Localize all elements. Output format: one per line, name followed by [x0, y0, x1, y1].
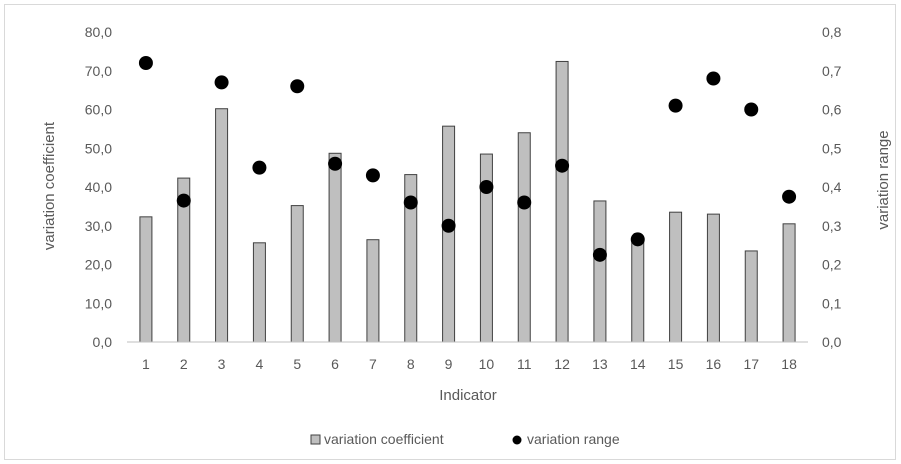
x-tick-label: 10	[479, 356, 495, 372]
legend-label-variation-range: variation range	[527, 431, 620, 447]
x-tick-label: 17	[743, 356, 759, 372]
bar-13	[593, 200, 607, 343]
y2-tick-label: 0,2	[822, 257, 842, 273]
point-13	[592, 247, 607, 262]
left-axis-tick-labels: 0,0 10,0 20,0 30,0 40,0 50,0 60,0 70,0 80,0	[85, 24, 112, 350]
y-tick-label: 60,0	[85, 102, 112, 118]
point-9	[441, 218, 456, 233]
legend-swatch-variation-coefficient	[310, 434, 321, 445]
y-tick-label: 40,0	[85, 179, 112, 195]
point-2	[176, 193, 191, 208]
point-17	[744, 102, 759, 117]
bar-17	[744, 250, 758, 343]
y2-tick-label: 0,7	[822, 63, 842, 79]
x-tick-label: 18	[781, 356, 797, 372]
point-12	[555, 158, 570, 173]
bar-6	[328, 152, 342, 343]
legend: variation coefficient variation range	[310, 431, 620, 447]
bar-4	[252, 242, 266, 343]
bar-12	[555, 60, 569, 343]
x-tick-label: 5	[293, 356, 301, 372]
y-tick-label: 20,0	[85, 257, 112, 273]
y2-tick-label: 0,4	[822, 179, 842, 195]
point-5	[290, 79, 305, 94]
y-tick-label: 50,0	[85, 140, 112, 156]
x-tick-label: 4	[256, 356, 264, 372]
point-3	[214, 75, 229, 90]
y2-tick-label: 0,1	[822, 295, 842, 311]
x-tick-label: 15	[668, 356, 684, 372]
legend-swatch-variation-range	[512, 435, 522, 445]
point-4	[252, 160, 267, 175]
y-tick-label: 30,0	[85, 218, 112, 234]
x-tick-label: 6	[331, 356, 339, 372]
x-tick-label: 11	[517, 356, 532, 372]
bar-7	[366, 239, 380, 343]
y-axis-title: variation coefficient	[41, 121, 58, 250]
x-axis-tick-labels: 1 2 3 4 5 6 7 8 9 10 11 12 13 14 15 16 17 18	[142, 356, 797, 372]
y-tick-label: 10,0	[85, 295, 112, 311]
point-8	[403, 195, 418, 210]
x-tick-label: 3	[218, 356, 226, 372]
point-10	[479, 180, 494, 194]
x-tick-label: 9	[445, 356, 453, 372]
bar-15	[669, 211, 683, 343]
x-tick-label: 12	[554, 356, 570, 372]
scatter-series	[138, 56, 797, 262]
x-tick-label: 13	[592, 356, 608, 372]
chart-frame	[4, 4, 896, 460]
y2-tick-label: 0,0	[822, 334, 842, 350]
bar-9	[442, 125, 456, 343]
point-18	[782, 189, 797, 204]
bar-11	[517, 132, 531, 343]
x-tick-label: 2	[180, 356, 188, 372]
bar-3	[215, 108, 229, 343]
y2-tick-label: 0,6	[822, 102, 842, 118]
y2-tick-label: 0,8	[822, 24, 842, 40]
bar-18	[782, 223, 796, 343]
x-axis-title: Indicator	[439, 387, 497, 404]
y2-tick-label: 0,3	[822, 218, 842, 234]
bar-5	[290, 205, 304, 343]
y2-axis-title: variation range	[875, 130, 892, 229]
point-16	[706, 71, 721, 86]
bar-16	[706, 213, 720, 343]
point-11	[517, 195, 532, 210]
x-tick-label: 8	[407, 356, 415, 372]
x-tick-label: 14	[630, 356, 646, 372]
legend-label-variation-coefficient: variation coefficient	[324, 431, 444, 447]
y2-tick-label: 0,5	[822, 140, 842, 156]
y-tick-label: 0,0	[93, 334, 113, 350]
bar-1	[139, 216, 153, 343]
point-6	[328, 156, 343, 171]
x-tick-label: 16	[706, 356, 722, 372]
point-7	[365, 168, 380, 183]
right-axis-tick-labels: 0,0 0,1 0,2 0,3 0,4 0,5 0,6 0,7 0,8	[822, 24, 842, 350]
x-tick-label: 1	[142, 356, 150, 372]
point-14	[630, 232, 645, 247]
y-tick-label: 80,0	[85, 24, 112, 40]
bar-series	[139, 60, 796, 343]
x-tick-label: 7	[369, 356, 377, 372]
y-tick-label: 70,0	[85, 63, 112, 79]
point-1	[138, 56, 153, 70]
bar-14	[631, 240, 645, 343]
point-15	[668, 98, 683, 113]
